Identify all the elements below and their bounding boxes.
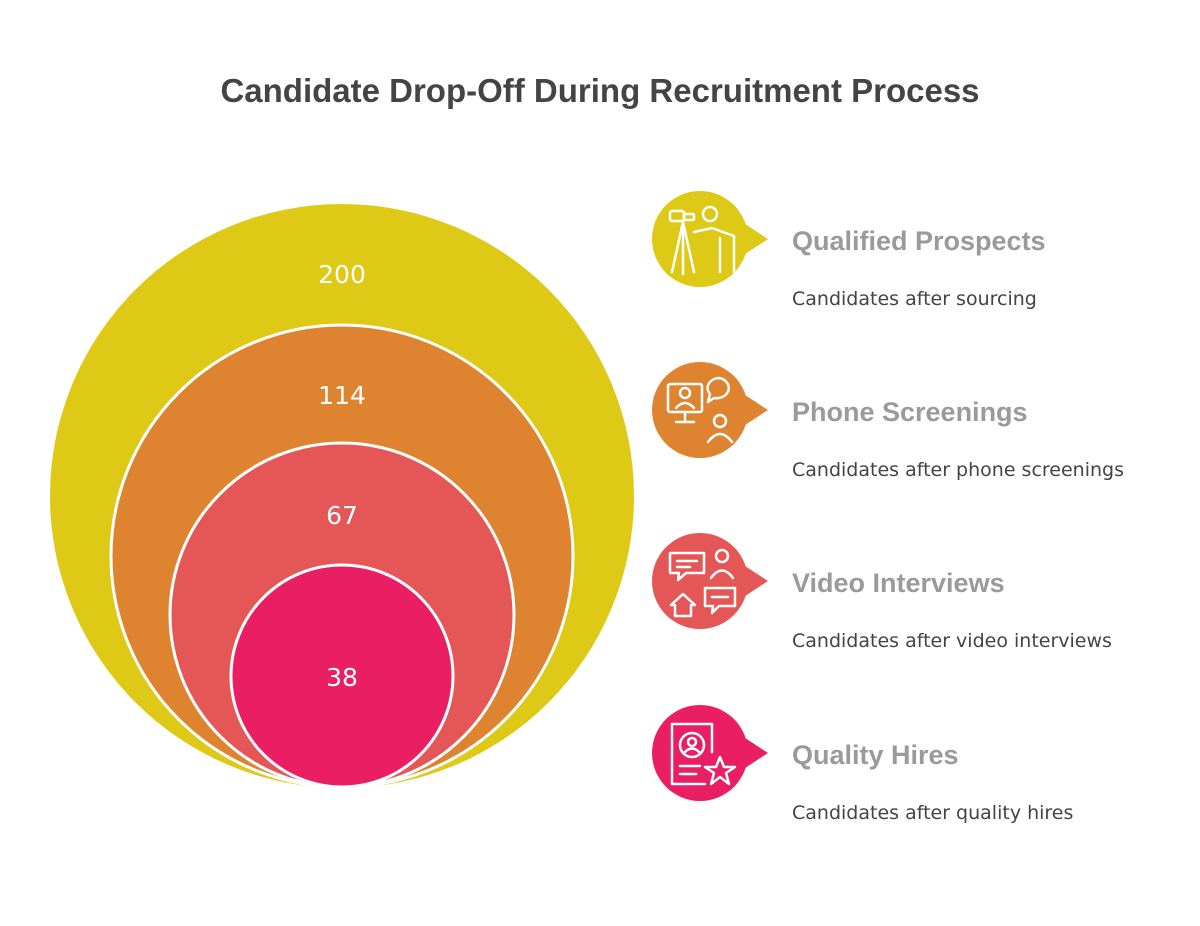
stage-description: Candidates after quality hires	[792, 802, 1074, 824]
legend-item-quality-hires: Quality Hires Candidates after quality h…	[652, 722, 1172, 852]
stage-description: Candidates after phone screenings	[792, 459, 1124, 481]
profile-card-star-icon	[670, 722, 737, 786]
legend-item-phone-screenings: Phone Screenings Candidates after phone …	[652, 379, 1172, 509]
stage-circle-quality-hires	[229, 563, 455, 789]
value-label-video-interviews: 67	[326, 501, 358, 530]
stage-title: Video Interviews	[792, 568, 1005, 598]
legend-item-qualified-prospects: Qualified Prospects Candidates after sou…	[652, 208, 1172, 338]
chat-people-home-icon	[668, 548, 737, 618]
value-label-phone-screenings: 114	[318, 381, 366, 410]
icon-bubble-video-interviews	[652, 533, 768, 629]
icon-bubble-phone-screenings	[652, 362, 768, 458]
page-title: Candidate Drop-Off During Recruitment Pr…	[220, 72, 980, 109]
value-label-qualified-prospects: 200	[318, 260, 366, 289]
legend-item-video-interviews: Video Interviews Candidates after video …	[652, 550, 1172, 680]
stage-description: Candidates after sourcing	[792, 288, 1037, 310]
value-label-quality-hires: 38	[326, 663, 358, 692]
stage-description: Candidates after video interviews	[792, 630, 1112, 652]
icon-bubble-quality-hires	[652, 705, 768, 801]
video-call-chat-icon	[666, 376, 734, 444]
circle-quality-hires	[229, 563, 455, 789]
stage-title: Quality Hires	[792, 740, 959, 770]
stage-title: Phone Screenings	[792, 397, 1028, 427]
stage-title: Qualified Prospects	[792, 226, 1046, 256]
binoculars-person-icon	[668, 205, 736, 276]
icon-bubble-qualified-prospects	[652, 191, 768, 287]
